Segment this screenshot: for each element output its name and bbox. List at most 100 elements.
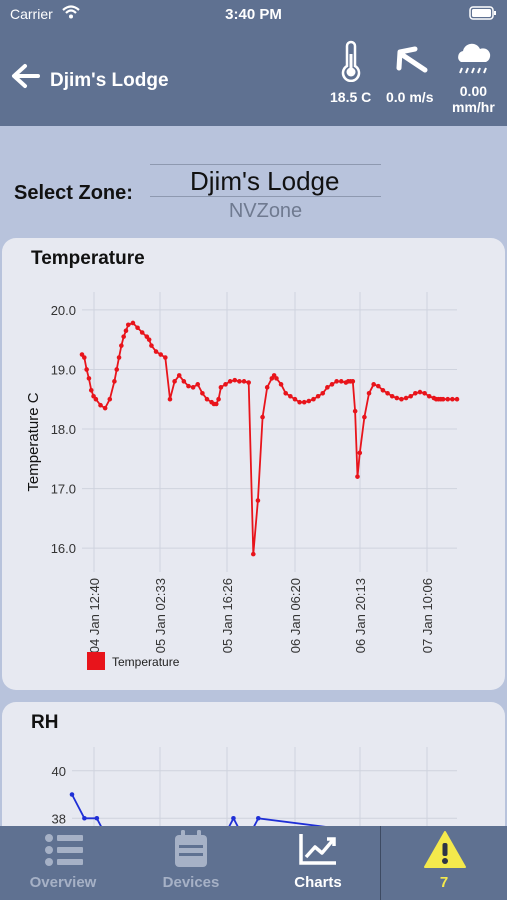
data-point <box>112 379 117 384</box>
battery-icon <box>469 6 497 25</box>
data-point <box>389 393 395 399</box>
tab-separator <box>380 826 381 900</box>
data-point <box>123 328 129 334</box>
data-point <box>93 396 99 402</box>
data-point <box>121 334 126 339</box>
data-point <box>375 383 381 389</box>
data-point <box>167 396 173 402</box>
data-point <box>426 393 432 399</box>
data-point <box>403 395 409 401</box>
data-point <box>264 385 270 390</box>
data-point <box>399 396 404 402</box>
data-point <box>255 498 261 503</box>
data-point <box>454 396 460 402</box>
calendar-icon <box>174 830 208 872</box>
zone-selector: Select Zone: Djim's Lodge NVZone <box>0 160 507 230</box>
back-arrow-icon[interactable] <box>10 62 42 95</box>
data-point <box>82 815 87 821</box>
y-tick-label: 38 <box>52 811 66 826</box>
y-axis-label: Temperature C <box>25 392 42 491</box>
data-point <box>371 382 376 387</box>
x-tick-label: 06 Jan 06:20 <box>288 578 303 653</box>
data-point <box>246 380 251 385</box>
data-point <box>139 330 145 335</box>
data-point <box>237 379 242 384</box>
data-point <box>355 474 360 479</box>
carrier-label: Carrier <box>10 6 53 22</box>
data-point <box>329 382 335 387</box>
data-point <box>135 325 140 331</box>
data-point <box>306 398 312 404</box>
tab-devices[interactable]: Devices <box>126 826 256 900</box>
data-point <box>204 396 210 402</box>
y-tick-label: 17.0 <box>51 482 76 497</box>
data-point <box>301 399 307 405</box>
wind-direction-icon <box>389 46 431 85</box>
data-point <box>213 401 219 407</box>
data-point <box>385 390 390 396</box>
rain-unit: mm/hr <box>452 99 495 115</box>
data-point <box>119 343 124 348</box>
tab-alerts[interactable]: 7 <box>381 826 507 900</box>
data-point <box>278 382 284 387</box>
data-point <box>186 383 191 389</box>
data-point <box>413 390 418 396</box>
data-point <box>352 408 358 414</box>
y-tick-label: 16.0 <box>51 541 76 556</box>
rain-readout: 0.00 mm/hr <box>452 40 495 115</box>
data-point <box>102 405 108 411</box>
data-point <box>232 377 238 383</box>
data-point <box>146 337 152 342</box>
data-point <box>116 355 122 360</box>
data-point <box>422 390 427 396</box>
rain-value: 0.00 <box>459 83 488 99</box>
data-point <box>200 390 205 396</box>
data-point <box>394 395 400 401</box>
data-point <box>241 379 247 384</box>
data-point <box>292 396 298 402</box>
tab-charts[interactable]: Charts <box>256 826 380 900</box>
x-tick-label: 04 Jan 12:40 <box>87 578 102 653</box>
data-point <box>311 396 316 402</box>
y-tick-label: 19.0 <box>51 362 76 377</box>
y-tick-label: 20.0 <box>51 303 76 318</box>
data-point <box>366 390 372 396</box>
zone-picker-option[interactable]: NVZone <box>228 200 303 222</box>
data-point <box>125 322 131 328</box>
data-point <box>445 396 451 402</box>
list-icon <box>44 832 84 872</box>
data-point <box>107 396 113 402</box>
x-tick-label: 06 Jan 20:13 <box>353 578 368 653</box>
data-point <box>350 379 356 384</box>
zone-picker-selected[interactable]: Djim's Lodge <box>190 166 340 196</box>
data-point <box>172 379 177 384</box>
clock: 3:40 PM <box>225 6 282 23</box>
tab-overview[interactable]: Overview <box>0 826 126 900</box>
temperature-chart: 16.0 17.0 18.0 19.0 20.0 04 Jan 12:40 05 Jan 0… <box>25 292 460 670</box>
data-point <box>86 376 92 381</box>
data-point <box>274 376 279 381</box>
zone-label: Select Zone: <box>14 182 133 204</box>
wind-readout: 0.0 m/s <box>386 40 433 105</box>
y-tick-label: 18.0 <box>51 422 76 437</box>
data-point <box>176 373 182 378</box>
data-point <box>223 382 228 387</box>
data-point <box>250 551 256 557</box>
data-point <box>288 393 293 399</box>
data-point <box>450 396 455 402</box>
data-point <box>88 387 94 393</box>
data-point <box>260 414 265 420</box>
data-point <box>84 367 89 372</box>
legend-swatch <box>87 652 105 670</box>
data-point <box>255 815 261 821</box>
alerts-count: 7 <box>439 874 449 891</box>
data-point <box>283 390 289 396</box>
temperature-chart-title: Temperature <box>31 248 145 269</box>
data-point <box>94 815 100 821</box>
picker-divider-bottom <box>150 196 381 197</box>
data-point <box>158 352 164 357</box>
data-point <box>82 355 87 360</box>
warning-icon <box>423 830 467 874</box>
data-point <box>297 399 302 405</box>
rain-cloud-icon <box>453 43 493 83</box>
